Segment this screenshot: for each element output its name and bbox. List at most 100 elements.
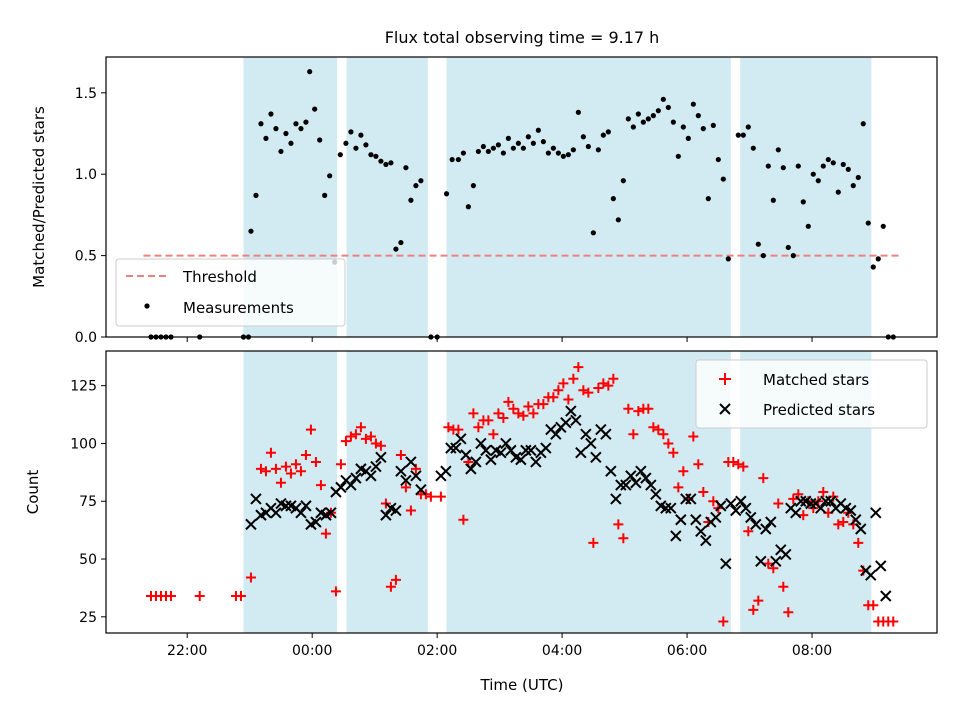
predicted-star-marker [605,465,617,477]
measurement-point [755,241,761,247]
x-tick-label: 04:00 [542,643,582,659]
matched-star-marker [493,408,504,419]
matched-star-marker [285,468,296,479]
observing-window-span [346,351,428,633]
predicted-star-marker [475,437,487,450]
measurement-point [870,264,876,270]
matched-star-marker [340,436,351,447]
matched-star-marker [868,600,879,611]
matched-star-marker [653,424,664,435]
predicted-star-marker [390,504,402,517]
measurement-point [348,129,354,135]
predicted-star-marker [745,511,757,524]
matched-star-marker [733,459,744,470]
predicted-star-marker [270,507,282,519]
predicted-star-marker [405,456,417,468]
measurement-point [735,132,741,138]
predicted-star-marker [525,444,537,457]
matched-star-marker [275,477,286,488]
measurement-point [845,166,851,172]
matched-star-marker [688,431,699,442]
predicted-star-marker [500,437,512,450]
measurement-point [770,197,776,203]
predicted-star-marker [790,507,802,519]
predicted-star-marker [365,470,377,482]
y-tick-label: 50 [79,552,97,568]
predicted-star-marker [685,493,697,505]
measurement-point [535,127,541,133]
measurement-point [327,173,333,179]
matched-star-marker [833,519,844,530]
predicted-star-marker [280,500,292,512]
measurement-point [455,156,461,163]
predicted-star-marker [300,500,312,512]
measurement-point [500,150,506,156]
measurement-point [288,140,294,146]
measurement-point [373,153,379,159]
measurement-point [565,152,571,158]
matched-star-marker [583,387,594,398]
matched-star-marker [698,487,709,497]
matched-star-marker [350,429,361,440]
measurement-point [307,69,313,75]
matched-star-marker [548,392,559,403]
matched-star-marker [395,450,406,461]
matched-star-marker [280,461,291,472]
measurement-point [795,163,801,169]
measurement-point [555,150,561,156]
measurement-point [388,160,394,166]
matched-star-marker [788,493,799,504]
counts-legend: Matched stars Predicted stars [695,359,928,429]
matched-star-marker [718,616,729,627]
matched-star-marker [618,533,629,544]
measurement-point [835,189,841,195]
matched-star-marker [300,450,311,461]
measurement-point [398,239,404,246]
matched-star-marker [658,429,669,440]
x-axis-label: Time (UTC) [480,676,564,694]
matched-star-marker [778,581,789,592]
ratio-panel: 0.0 0.5 1.0 1.5 Matched/Predicted stars Thr… [30,56,938,346]
measurement-point [303,119,309,125]
matched-star-marker [245,572,256,583]
ratio-y-ticks: 0.0 0.5 1.0 1.5 [75,86,106,346]
predicted-star-marker [645,479,657,491]
measurement-point [665,104,671,111]
matched-star-marker [613,519,624,530]
y-tick-label: 100 [70,436,97,452]
matched-star-marker [588,537,599,548]
matched-star-marker [390,574,401,585]
ratio-y-axis-label: Matched/Predicted stars [30,106,48,288]
predicted-star-marker [640,472,652,484]
matched-star-marker [578,385,589,396]
matched-star-marker [743,526,754,537]
predicted-star-marker [565,405,577,417]
predicted-star-marker [670,530,682,542]
matched-star-marker [320,528,331,539]
measurement-point [620,178,626,184]
measurement-point [449,156,455,163]
measurement-point [785,244,791,251]
predicted-star-marker [550,428,562,440]
predicted-star-marker [600,428,612,440]
predicted-star-marker [540,442,552,454]
matched-star-marker [648,422,659,433]
predicted-star-marker [470,456,482,468]
predicted-star-marker [460,449,472,461]
measurement-point [695,113,701,119]
matched-star-marker [668,447,679,458]
predicted-star-marker [505,444,517,457]
threshold-legend-label: Threshold [182,268,257,286]
predicted-star-marker [755,555,767,568]
predicted-star-marker [480,444,492,457]
measurement-point [510,145,516,151]
measurement-point [650,113,656,119]
measurement-point [278,148,284,155]
matched-star-marker [643,403,654,414]
matched-star-marker [425,491,436,502]
measurement-point [273,126,279,132]
measurement-point [750,145,756,151]
measurement-point [850,183,856,189]
measurement-point [790,253,796,259]
